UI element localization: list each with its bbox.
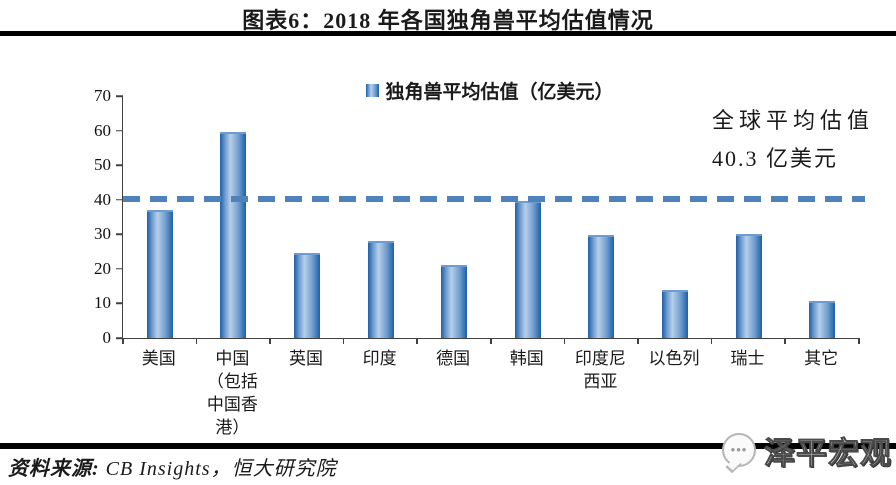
average-dashed-line: [123, 195, 865, 202]
x-axis-label: 印度尼 西亚: [564, 347, 638, 439]
speech-bubble-icon: •••: [722, 433, 756, 467]
x-axis-label-line: 瑞士: [730, 349, 765, 368]
y-tick-mark: [116, 302, 123, 305]
x-tick-mark: [342, 338, 345, 344]
x-axis-label: 其它: [784, 347, 858, 439]
y-tick-label: 10: [94, 293, 111, 313]
x-axis-label: 瑞士: [711, 347, 785, 439]
y-tick-label: 50: [94, 155, 111, 175]
x-axis-label-line: 港）: [215, 418, 250, 437]
bar-德国: [441, 265, 468, 338]
bar-series: [123, 96, 859, 338]
bar-英国: [293, 252, 320, 338]
x-axis-label-line: 德国: [436, 349, 471, 368]
bar-中国（包括中国香港）: [220, 131, 247, 338]
average-annotation: 全球平均估值 40.3 亿美元: [712, 102, 874, 178]
x-tick-mark: [195, 338, 198, 344]
bar-印度尼西亚: [588, 234, 615, 338]
x-tick-mark: [784, 338, 786, 344]
x-axis-label-line: 中国: [215, 349, 250, 368]
x-tick-mark: [858, 338, 860, 344]
y-tick-label: 70: [94, 86, 111, 105]
bar-以色列: [661, 290, 688, 338]
bar-slot: [565, 96, 639, 338]
watermark: ••• 泽平宏观: [722, 424, 892, 476]
bar-slot: [417, 96, 491, 338]
x-tick-mark: [637, 338, 639, 344]
x-tick-mark: [416, 338, 418, 344]
y-tick-label: 30: [94, 224, 111, 244]
x-axis-label: 英国: [269, 347, 343, 439]
bar-slot: [712, 96, 786, 338]
bar-韩国: [514, 201, 541, 338]
source-text: CB Insights，恒大研究院: [99, 458, 337, 480]
x-axis-label-line: 以色列: [648, 349, 700, 368]
bar-slot: [638, 96, 712, 338]
plot-area: 0 10 20 30 40 50 60 70: [94, 86, 865, 347]
y-tick-mark: [116, 268, 123, 270]
y-tick-label: 0: [102, 328, 112, 347]
bottom-divider: [0, 443, 896, 449]
x-axis-label-line: 美国: [141, 349, 176, 368]
bar-slot: [785, 96, 859, 338]
watermark-text: 泽平宏观: [764, 435, 892, 471]
y-tick-mark: [116, 198, 123, 201]
x-axis-label: 中国 （包括中国香港）: [196, 347, 270, 439]
x-axis-label-line: 西亚: [583, 372, 618, 391]
x-axis-label-line: 其它: [804, 349, 839, 368]
x-axis-label-line: 韩国: [509, 349, 544, 368]
chart-legend: 独角兽平均估值（亿美元）: [122, 77, 858, 104]
bar-slot: [344, 96, 418, 338]
y-tick-mark: [116, 233, 123, 236]
y-tick-mark: [116, 95, 123, 97]
bar-瑞士: [735, 233, 762, 338]
x-tick-mark: [490, 338, 492, 344]
x-axis-label: 美国: [122, 347, 196, 439]
y-tick-mark: [116, 129, 123, 132]
y-tick-mark: [116, 337, 123, 339]
top-divider: [0, 31, 896, 36]
x-axis-label: 以色列: [637, 347, 711, 439]
bar-slot: [123, 96, 197, 338]
legend-swatch-icon: [366, 84, 380, 97]
bar-slot: [491, 96, 565, 338]
x-tick-mark: [710, 338, 713, 344]
y-tick-label: 60: [94, 120, 111, 140]
bar-slot: [197, 96, 271, 338]
source-line: 资料来源: CB Insights，恒大研究院: [8, 452, 337, 481]
bar-其它: [809, 301, 836, 338]
x-tick-mark: [269, 338, 271, 344]
legend-label: 独角兽平均估值（亿美元）: [385, 82, 614, 103]
x-axis-labels: 美国 中国 （包括 中国香 港） 英国 印度 德国 韩国 印度尼 西亚 以色列 瑞士 其它: [122, 347, 858, 439]
x-tick-mark: [563, 338, 566, 344]
x-axis-label-line: 中国香: [206, 395, 258, 414]
y-tick-mark: [116, 164, 123, 166]
x-axis-label-line: 印度: [362, 349, 397, 368]
x-tick-mark: [122, 338, 124, 344]
x-axis-label-line: （包括: [206, 372, 258, 391]
x-axis-label: 韩国: [490, 347, 564, 439]
source-prefix: 资料来源:: [8, 458, 100, 480]
chart-title: 图表6：2018 年各国独角兽平均估值情况: [242, 8, 654, 33]
x-axis-label: 印度: [343, 347, 417, 439]
x-axis-label-line: 印度尼: [574, 349, 626, 368]
y-tick-label: 20: [94, 258, 111, 278]
bar-印度: [367, 240, 394, 338]
bar-slot: [270, 96, 344, 338]
x-axis-label: 德国: [416, 347, 490, 439]
average-annotation-line2: 40.3 亿美元: [711, 146, 838, 171]
average-annotation-line1: 全球平均估值: [711, 108, 874, 133]
y-tick-label: 40: [94, 189, 111, 209]
bar-美国: [146, 210, 173, 338]
x-axis-label-line: 英国: [288, 349, 323, 368]
